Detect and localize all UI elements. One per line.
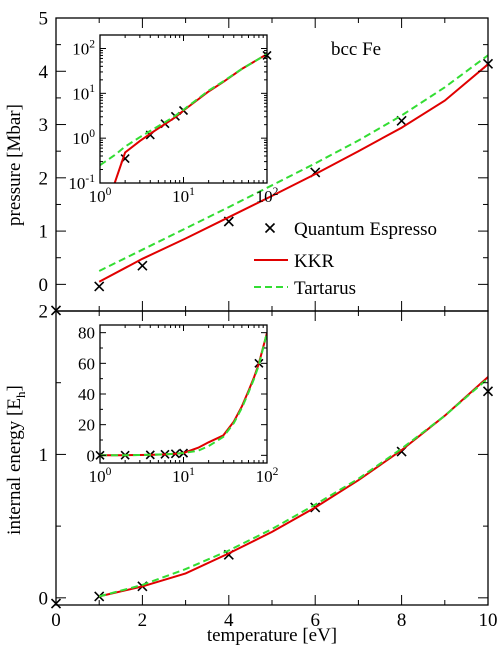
tick-label-exponent: -1 xyxy=(85,172,95,185)
y-tick-label: 0 xyxy=(87,446,96,465)
y-tick-label: 2 xyxy=(39,168,49,189)
tick-label-base: 10 xyxy=(72,84,89,103)
y-axis-label-pressure: pressure [Mbar] xyxy=(4,104,25,226)
y-tick-label: 60 xyxy=(78,354,95,373)
y-tick-label: 1 xyxy=(39,445,49,466)
x-tick-label: 100 xyxy=(89,465,112,486)
y-axis-label-subscript: h xyxy=(13,391,28,398)
annotation-bcc-fe: bcc Fe xyxy=(331,39,381,60)
y-tick-label: 0 xyxy=(39,588,49,609)
tick-label-base: 10 xyxy=(256,467,273,486)
series-line-kkr xyxy=(98,63,488,283)
y-tick-label: 1 xyxy=(39,222,49,243)
x-tick-label: 101 xyxy=(172,465,195,486)
series-line-tartarus xyxy=(100,332,267,457)
x-tick-label: 100 xyxy=(89,185,112,206)
y-tick-label: 20 xyxy=(78,416,95,435)
y-tick-label: 3 xyxy=(39,115,49,136)
y-tick-label: 100 xyxy=(72,127,95,148)
tick-label-base: 10 xyxy=(172,187,189,206)
y-tick-label: 5 xyxy=(39,9,49,30)
x-tick-label: 102 xyxy=(256,185,279,206)
tick-label-exponent: 0 xyxy=(89,127,95,140)
inset-background xyxy=(100,325,267,463)
y-tick-label: 102 xyxy=(72,37,95,58)
x-axis-label-temperature: temperature [eV] xyxy=(207,625,337,646)
tick-label-base: 10 xyxy=(89,467,106,486)
tick-label-exponent: 2 xyxy=(273,185,279,198)
y-axis-label-energy: internal energy [Eh] xyxy=(4,385,28,535)
y-tick-label: 40 xyxy=(78,385,95,404)
tick-label-exponent: 1 xyxy=(189,465,195,478)
x-tick-label: 2 xyxy=(138,610,148,631)
tick-label-exponent: 1 xyxy=(89,82,95,95)
legend-label: KKR xyxy=(294,251,334,272)
legend-label: Quantum Espresso xyxy=(294,219,437,240)
legend-marker-qe xyxy=(264,222,276,234)
tick-label-base: 10 xyxy=(72,39,89,58)
x-tick-label: 4 xyxy=(224,610,234,631)
x-tick-label: 8 xyxy=(397,610,407,631)
y-tick-label: 0 xyxy=(39,275,49,296)
tick-label-exponent: 1 xyxy=(189,185,195,198)
legend-label: Tartarus xyxy=(294,278,356,299)
tick-label-exponent: 2 xyxy=(89,37,95,50)
y-tick-label: 2 xyxy=(39,302,49,323)
tick-label-base: 10 xyxy=(89,187,106,206)
tick-label-base: 10 xyxy=(256,187,273,206)
y-axis-label-text: internal energy [E xyxy=(4,398,25,535)
series-line-tartarus xyxy=(98,54,488,272)
y-tick-label: 80 xyxy=(78,324,95,343)
tick-label-base: 10 xyxy=(72,129,89,148)
tick-label-exponent: 2 xyxy=(273,465,279,478)
tick-label-exponent: 0 xyxy=(106,465,112,478)
tick-label-base: 10 xyxy=(68,174,85,193)
x-tick-label: 6 xyxy=(310,610,320,631)
x-tick-label: 102 xyxy=(256,465,279,486)
series-line-tartarus xyxy=(98,377,488,598)
data-point-qe xyxy=(137,260,148,271)
x-tick-label: 101 xyxy=(172,185,195,206)
tick-label-exponent: 0 xyxy=(106,185,112,198)
x-tick-label: 0 xyxy=(51,610,61,631)
y-tick-label: 101 xyxy=(72,82,95,103)
x-tick-label: 10 xyxy=(479,610,497,631)
y-tick-label: 4 xyxy=(39,62,49,83)
tick-label-base: 10 xyxy=(172,467,189,486)
y-axis-label-close: ] xyxy=(4,385,25,391)
y-tick-label: 10-1 xyxy=(68,172,95,193)
data-point-qe xyxy=(94,281,105,292)
